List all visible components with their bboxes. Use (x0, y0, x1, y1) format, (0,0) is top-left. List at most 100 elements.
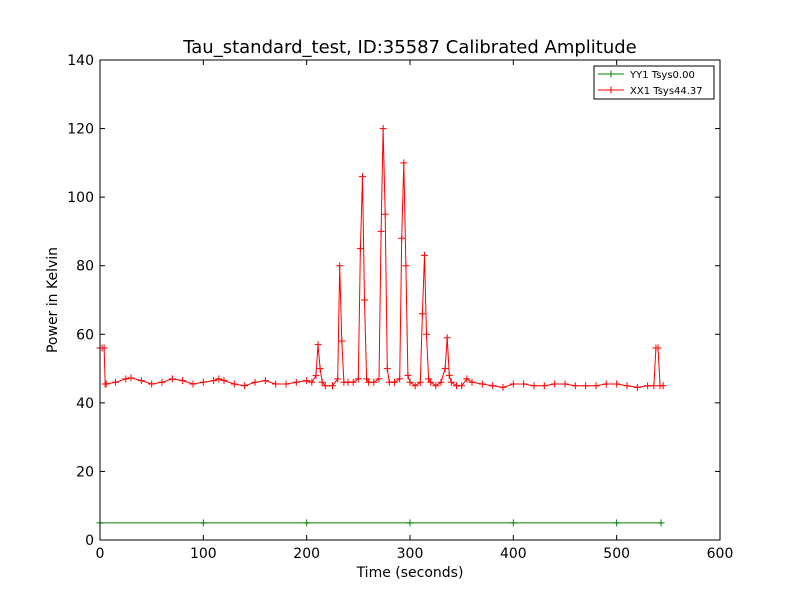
x-tick-label: 100 (190, 546, 217, 562)
data-point (349, 378, 357, 386)
data-point (261, 377, 269, 385)
data-point (402, 262, 410, 270)
legend-entry: YY1 Tsys0.00 (598, 70, 695, 81)
x-tick-label: 400 (500, 546, 527, 562)
data-point (329, 382, 336, 390)
data-point (148, 380, 156, 388)
data-point (489, 382, 497, 390)
data-point (220, 377, 228, 385)
data-point (551, 380, 559, 388)
data-point (272, 380, 280, 388)
data-point (336, 262, 344, 270)
x-tick-label: 200 (293, 546, 320, 562)
data-point (592, 382, 600, 390)
data-point (383, 365, 391, 373)
data-point (314, 341, 322, 349)
data-point (445, 371, 453, 379)
data-point (468, 378, 476, 386)
data-point (437, 378, 445, 386)
data-point (179, 377, 187, 385)
data-point (499, 383, 507, 391)
plot-area (96, 125, 667, 527)
data-point (251, 378, 259, 386)
data-point (199, 378, 207, 386)
data-point (463, 375, 471, 383)
data-point (582, 382, 590, 390)
data-point (122, 375, 130, 383)
data-point (441, 365, 449, 373)
data-point (215, 375, 223, 383)
data-point (334, 375, 342, 383)
y-axis-label: Power in Kelvin (45, 247, 61, 353)
data-point (338, 337, 346, 345)
data-point (189, 380, 197, 388)
data-point (100, 344, 108, 352)
data-point (509, 519, 517, 527)
data-point (644, 382, 652, 390)
data-point (168, 375, 176, 383)
data-point (418, 310, 426, 318)
data-point (210, 377, 218, 385)
data-point (406, 378, 414, 386)
data-point (400, 159, 408, 167)
legend-label: YY1 Tsys0.00 (629, 70, 695, 81)
data-point (657, 519, 665, 527)
data-point (520, 380, 528, 388)
data-point (361, 296, 369, 304)
y-tick-label: 0 (85, 533, 94, 549)
legend-label: XX1 Tsys44.37 (630, 86, 703, 97)
data-point (530, 382, 538, 390)
data-point (654, 344, 662, 352)
data-point (561, 380, 569, 388)
data-point (375, 375, 383, 383)
data-point (427, 378, 435, 386)
data-point (282, 380, 290, 388)
data-point (623, 382, 631, 390)
data-point (308, 378, 316, 386)
data-point (137, 377, 145, 385)
y-tick-label: 40 (76, 396, 94, 412)
data-point (633, 383, 641, 391)
y-tick-label: 20 (76, 464, 94, 480)
data-point (411, 382, 419, 390)
data-point (613, 519, 621, 527)
legend-marker-icon (607, 86, 615, 94)
data-point (478, 380, 486, 388)
data-point (650, 382, 658, 390)
data-point (406, 519, 414, 527)
x-tick-label: 300 (397, 546, 424, 562)
data-point (381, 210, 389, 218)
data-point (312, 371, 320, 379)
data-point (416, 378, 424, 386)
axis-ticks: 0 100 200 300 400 500 600 0 20 40 60 80 100 120 140 (67, 53, 733, 562)
chart-title: Tau_standard_test, ID:35587 Calibrated A… (182, 37, 637, 58)
y-tick-label: 80 (76, 259, 94, 275)
data-point (404, 371, 412, 379)
data-point (379, 125, 387, 133)
data-point (354, 375, 362, 383)
legend-marker-icon (607, 70, 615, 78)
data-point (358, 173, 366, 181)
data-point (659, 382, 667, 390)
data-point (432, 382, 440, 390)
data-point (241, 382, 249, 390)
data-point (230, 380, 238, 388)
x-tick-label: 0 (96, 546, 105, 562)
data-point (509, 380, 517, 388)
data-point (303, 377, 311, 385)
data-point (158, 378, 166, 386)
data-point (370, 378, 378, 386)
data-point (613, 380, 621, 388)
y-tick-label: 120 (67, 122, 94, 138)
data-point (112, 378, 119, 386)
data-point (602, 380, 610, 388)
x-tick-label: 600 (707, 546, 734, 562)
data-point (377, 227, 385, 235)
x-axis-label: Time (seconds) (356, 565, 464, 581)
y-tick-label: 100 (67, 190, 94, 206)
data-point (443, 334, 451, 342)
data-point (102, 380, 110, 388)
legend-entry: XX1 Tsys44.37 (598, 86, 703, 97)
